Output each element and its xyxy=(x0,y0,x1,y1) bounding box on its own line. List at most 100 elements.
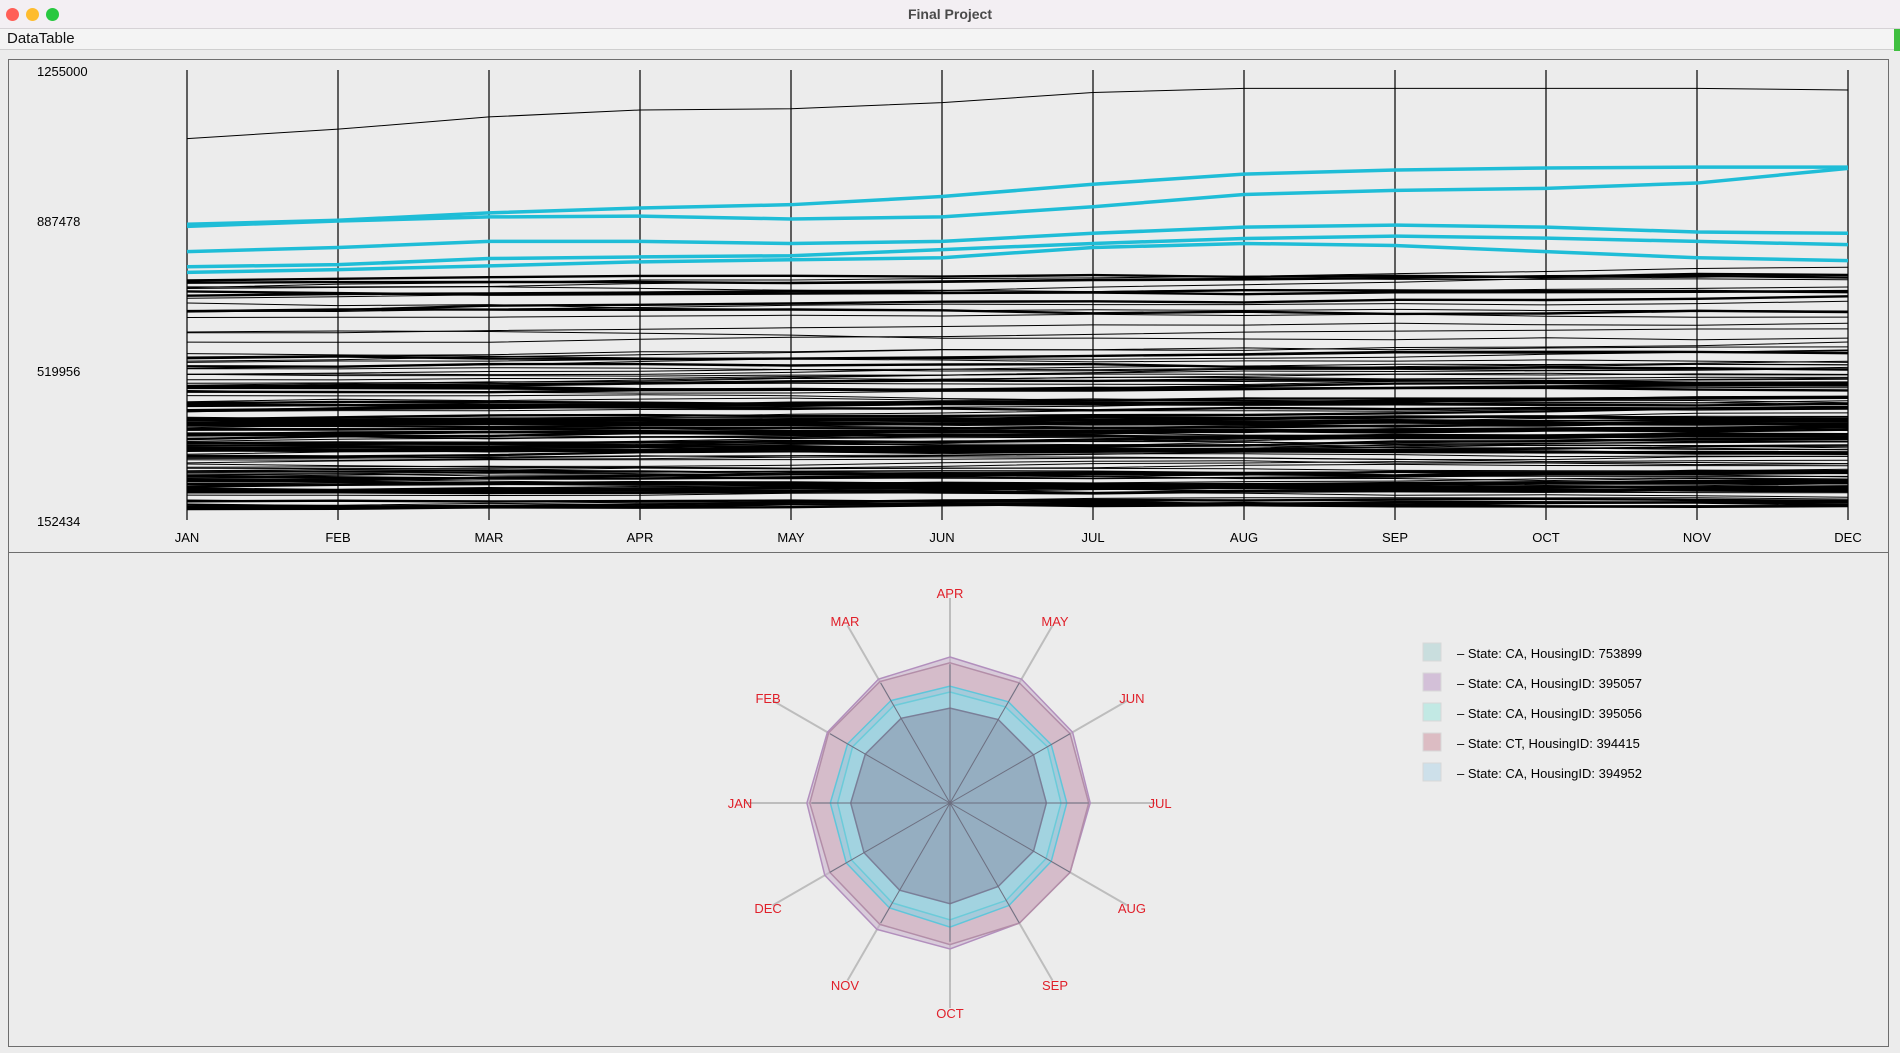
series-line xyxy=(186,405,1849,421)
line-chart-panel: 1255000 887478 519956 152434 JAN FEB MAR AP… xyxy=(8,59,1889,553)
series-line xyxy=(186,477,1849,485)
x-tick-label-feb: FEB xyxy=(325,530,350,545)
close-window-button[interactable] xyxy=(6,8,19,21)
legend-swatch-2 xyxy=(1422,672,1442,692)
radar-axis-label-aug: AUG xyxy=(1118,901,1146,916)
series-line xyxy=(186,470,1849,480)
radar-inner-spoke-may xyxy=(949,682,1020,804)
background-series-group xyxy=(186,266,1849,511)
series-line xyxy=(186,499,1849,507)
series-line xyxy=(186,274,1849,299)
series-line xyxy=(186,415,1849,423)
series-line xyxy=(186,289,1849,297)
radar-axis-label-feb: FEB xyxy=(755,691,780,706)
series-line xyxy=(186,399,1849,406)
radar-chart-panel: APR MAY JUN JUL AUG SEP OCT NOV DEC JAN FEB MAR – St… xyxy=(8,552,1889,1047)
x-tick-label-nov: NOV xyxy=(1683,530,1712,545)
series-line xyxy=(186,376,1849,386)
menu-datatable[interactable]: DataTable xyxy=(7,30,75,47)
series-line xyxy=(187,322,1849,334)
radar-axis-label-jul: JUL xyxy=(1148,796,1171,811)
radar-inner-spoke-mar xyxy=(880,682,951,804)
legend-swatch-4 xyxy=(1422,732,1442,752)
series-line xyxy=(186,396,1849,406)
x-tick-label-apr: APR xyxy=(627,530,654,545)
radar-inner-spoke-sep xyxy=(949,802,1020,924)
radar-axis-label-dec: DEC xyxy=(754,901,781,916)
radar-axis-label-may: MAY xyxy=(1041,614,1069,629)
line-chart: JAN FEB MAR APR MAY JUN JUL AUG SEP OCT NOV DEC xyxy=(175,70,1862,545)
series-line xyxy=(186,266,1849,289)
series-line xyxy=(186,384,1849,392)
window-titlebar: Final Project xyxy=(0,0,1900,29)
y-tick-label-2: 887478 xyxy=(37,214,81,229)
legend-label-2: – State: CA, HousingID: 395057 xyxy=(1457,676,1642,691)
series-line xyxy=(186,463,1849,470)
series-line xyxy=(186,441,1849,453)
series-line xyxy=(186,402,1849,413)
radar-inner-spoke-aug xyxy=(949,802,1071,873)
x-tick-label-may: MAY xyxy=(777,530,805,545)
radar-inner-spoke-jun xyxy=(949,733,1071,804)
radar-axis-label-sep: SEP xyxy=(1042,978,1068,993)
series-line xyxy=(186,479,1849,487)
series-line-top xyxy=(186,87,1849,140)
radar-inner-spoke-nov xyxy=(880,802,951,924)
series-line xyxy=(186,363,1849,376)
y-tick-label-max: 1255000 xyxy=(37,64,88,79)
legend-label-3: – State: CA, HousingID: 395056 xyxy=(1457,706,1642,721)
series-line xyxy=(186,439,1849,448)
series-line xyxy=(186,295,1849,313)
series-line xyxy=(186,300,1849,313)
legend-label-1: – State: CA, HousingID: 753899 xyxy=(1457,646,1642,661)
radar-inner-spoke-feb xyxy=(829,733,951,804)
x-tick-label-sep: SEP xyxy=(1382,530,1408,545)
radar-inner-spoke-dec xyxy=(829,802,951,873)
series-line xyxy=(187,277,1849,288)
x-tick-label-jun: JUN xyxy=(929,530,954,545)
maximize-window-button[interactable] xyxy=(46,8,59,21)
highlighted-series-line-1 xyxy=(186,165,1848,227)
series-line xyxy=(186,447,1849,455)
window-title: Final Project xyxy=(907,6,993,22)
x-tick-label-dec: DEC xyxy=(1834,530,1861,545)
menu-bar: DataTable xyxy=(0,29,1900,50)
radar-axis-label-mar: MAR xyxy=(831,614,860,629)
series-line xyxy=(186,434,1849,447)
series-line xyxy=(186,435,1849,447)
series-line xyxy=(186,372,1849,377)
radar-axis-label-jun: JUN xyxy=(1119,691,1144,706)
x-tick-label-jan: JAN xyxy=(175,530,200,545)
radar-axis-label-jan: JAN xyxy=(728,796,753,811)
series-line xyxy=(186,350,1849,363)
series-line xyxy=(186,313,1849,318)
radar-axis-label-nov: NOV xyxy=(831,978,860,993)
highlighted-series-line-4 xyxy=(186,234,1849,269)
x-tick-label-mar: MAR xyxy=(475,530,504,545)
radar-axis-label-oct: OCT xyxy=(936,1006,964,1021)
series-line xyxy=(186,362,1849,371)
minimize-window-button[interactable] xyxy=(26,8,39,21)
series-line xyxy=(186,421,1849,429)
series-line xyxy=(186,341,1849,358)
series-line xyxy=(186,486,1849,493)
series-line xyxy=(186,461,1849,470)
x-tick-label-aug: AUG xyxy=(1230,530,1258,545)
series-line xyxy=(186,445,1849,455)
radar-chart: APR MAY JUN JUL AUG SEP OCT NOV DEC JAN FEB MAR – St… xyxy=(728,586,1642,1021)
series-line xyxy=(186,302,1849,312)
series-line xyxy=(186,386,1849,394)
highlighted-series-line-3 xyxy=(186,223,1849,254)
series-line xyxy=(186,350,1849,361)
legend-swatch-5 xyxy=(1422,762,1442,782)
legend-label-4: – State: CT, HousingID: 394415 xyxy=(1457,736,1640,751)
series-line xyxy=(186,455,1849,463)
series-line xyxy=(186,453,1849,459)
highlighted-series-line-5 xyxy=(186,241,1849,275)
y-tick-label-min: 152434 xyxy=(37,514,81,529)
radar-axis-label-apr: APR xyxy=(937,586,964,601)
series-line xyxy=(186,430,1849,439)
series-line xyxy=(186,272,1849,282)
series-line xyxy=(186,485,1849,494)
window-edge-indicator xyxy=(1894,29,1900,51)
